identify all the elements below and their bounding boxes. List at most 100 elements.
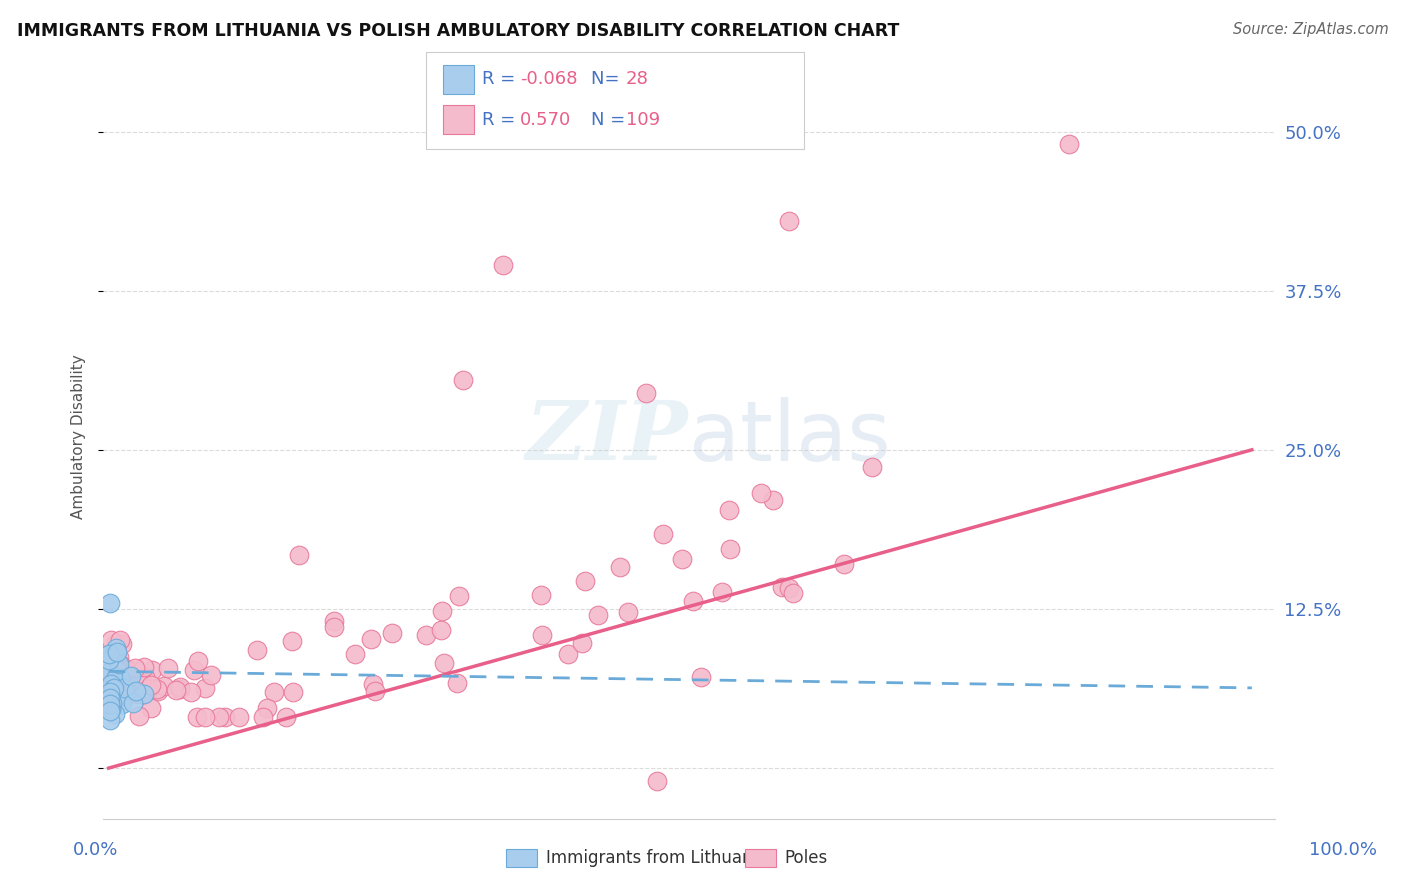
Point — [860, 459, 883, 474]
Point — [288, 548, 311, 562]
Point — [98, 691, 121, 706]
Point — [105, 645, 128, 659]
Point — [107, 690, 129, 704]
Point — [263, 684, 285, 698]
Point — [98, 698, 121, 712]
Point — [105, 679, 128, 693]
Point — [246, 643, 269, 657]
Point — [770, 580, 793, 594]
Point — [323, 620, 346, 634]
Point — [98, 665, 121, 679]
Point — [415, 627, 437, 641]
Point — [381, 625, 404, 640]
Point — [586, 608, 609, 623]
Text: Poles: Poles — [785, 849, 828, 867]
Text: IMMIGRANTS FROM LITHUANIA VS POLISH AMBULATORY DISABILITY CORRELATION CHART: IMMIGRANTS FROM LITHUANIA VS POLISH AMBU… — [17, 22, 900, 40]
Point — [98, 704, 121, 718]
Point — [194, 710, 217, 724]
Point — [647, 773, 669, 788]
Point — [131, 687, 153, 701]
Point — [110, 672, 132, 686]
Point — [100, 681, 122, 695]
Point — [100, 696, 122, 710]
Point — [98, 678, 121, 692]
Point — [451, 373, 474, 387]
Point — [169, 682, 191, 697]
Point — [156, 661, 179, 675]
Point — [100, 676, 122, 690]
Point — [274, 710, 297, 724]
Point — [690, 670, 713, 684]
Point — [98, 596, 121, 610]
Text: Immigrants from Lithuania: Immigrants from Lithuania — [546, 849, 766, 867]
Point — [141, 701, 163, 715]
Point — [778, 581, 800, 595]
Point — [749, 486, 772, 500]
Point — [98, 676, 121, 690]
Point — [105, 663, 128, 677]
Point — [104, 672, 127, 686]
Text: N=: N= — [591, 70, 624, 88]
Point — [180, 685, 202, 699]
Point — [671, 551, 693, 566]
Text: 28: 28 — [626, 70, 648, 88]
Point — [107, 650, 129, 665]
Point — [281, 633, 304, 648]
Point — [761, 492, 783, 507]
Point — [98, 665, 121, 680]
Text: -0.068: -0.068 — [520, 70, 578, 88]
Point — [98, 648, 121, 662]
Point — [111, 637, 134, 651]
Text: 100.0%: 100.0% — [1309, 840, 1376, 858]
Point — [132, 687, 155, 701]
Point — [214, 710, 236, 724]
Text: 0.570: 0.570 — [520, 111, 571, 128]
Point — [98, 713, 121, 727]
Point — [492, 258, 515, 272]
Text: N =: N = — [591, 111, 630, 128]
Point — [117, 663, 139, 677]
Point — [194, 681, 217, 695]
Point — [103, 681, 125, 696]
Point — [720, 542, 742, 557]
Point — [449, 589, 471, 603]
Point — [148, 683, 170, 698]
Point — [125, 673, 148, 687]
Point — [115, 688, 138, 702]
Point — [108, 679, 131, 693]
Point — [187, 654, 209, 668]
Point — [134, 670, 156, 684]
Point — [98, 676, 121, 690]
Point — [134, 659, 156, 673]
Point — [228, 710, 250, 724]
Point — [186, 710, 208, 724]
Point — [322, 614, 344, 628]
Text: R =: R = — [482, 111, 527, 128]
Point — [165, 683, 187, 698]
Point — [141, 663, 163, 677]
Point — [101, 682, 124, 697]
Point — [433, 657, 456, 671]
Point — [103, 646, 125, 660]
Point — [108, 657, 131, 671]
Point — [127, 687, 149, 701]
Text: ZIP: ZIP — [526, 397, 689, 477]
Point — [634, 385, 657, 400]
Point — [430, 623, 453, 637]
Point — [139, 678, 162, 692]
Point — [104, 678, 127, 692]
Point — [710, 585, 733, 599]
Point — [153, 679, 176, 693]
Point — [124, 665, 146, 679]
Point — [118, 686, 141, 700]
Point — [252, 710, 274, 724]
Point — [682, 593, 704, 607]
Point — [609, 560, 631, 574]
Point — [363, 677, 385, 691]
Point — [115, 662, 138, 676]
Point — [98, 646, 121, 660]
Text: R =: R = — [482, 70, 522, 88]
Point — [105, 690, 128, 705]
Text: 109: 109 — [626, 111, 659, 128]
Point — [446, 675, 468, 690]
